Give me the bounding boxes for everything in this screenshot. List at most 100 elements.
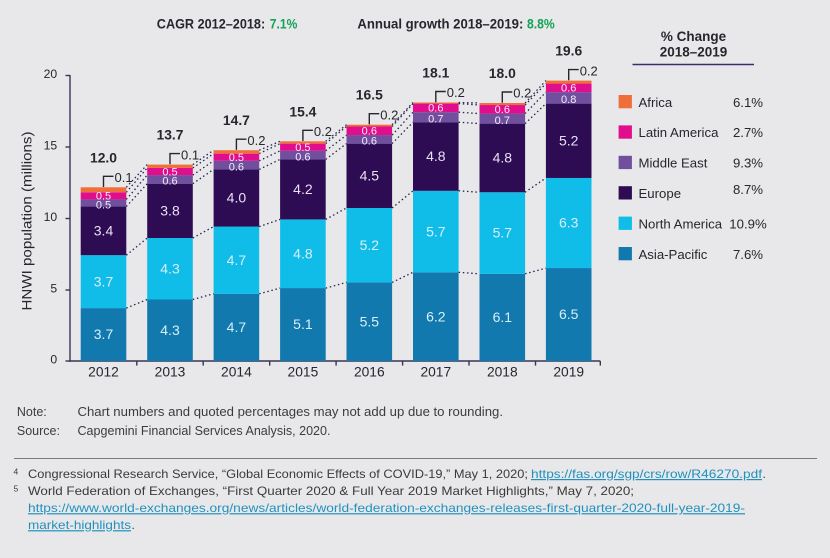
svg-text:0: 0 — [50, 352, 57, 366]
svg-text:0.2: 0.2 — [314, 124, 332, 139]
svg-text:North America: North America — [639, 216, 723, 231]
svg-text:World Federation of Exchanges,: World Federation of Exchanges, “First Qu… — [28, 484, 634, 498]
svg-text:4.8: 4.8 — [293, 245, 313, 261]
svg-text:2018–2019: 2018–2019 — [660, 44, 728, 59]
svg-text:Congressional Research Service: Congressional Research Service, “Global … — [28, 467, 528, 481]
svg-text:2019: 2019 — [553, 365, 584, 380]
svg-text:4.7: 4.7 — [227, 319, 247, 335]
svg-text:% Change: % Change — [661, 29, 727, 44]
svg-text:0.6: 0.6 — [229, 161, 244, 173]
svg-text:15: 15 — [44, 138, 58, 152]
svg-text:0.2: 0.2 — [580, 63, 598, 78]
svg-text:0.6: 0.6 — [561, 83, 576, 95]
svg-text:7.6%: 7.6% — [733, 247, 763, 262]
svg-text:.: . — [132, 518, 135, 532]
svg-text:4.8: 4.8 — [426, 148, 446, 164]
svg-text:6.1: 6.1 — [493, 309, 513, 325]
svg-text:0.6: 0.6 — [162, 176, 177, 188]
svg-text:2012: 2012 — [88, 365, 119, 380]
svg-text:2017: 2017 — [420, 365, 451, 380]
svg-text:3.7: 3.7 — [94, 273, 114, 289]
svg-text:Capgemini Financial Services A: Capgemini Financial Services Analysis, 2… — [78, 424, 331, 438]
svg-text:2.7%: 2.7% — [733, 125, 763, 140]
svg-text:0.2: 0.2 — [513, 86, 531, 101]
svg-text:Annual growth 2018–2019:: Annual growth 2018–2019: — [357, 15, 523, 31]
svg-text:0.5: 0.5 — [162, 166, 177, 178]
svg-text:Middle East: Middle East — [639, 156, 708, 171]
svg-text:5.7: 5.7 — [426, 223, 446, 239]
svg-text:5.2: 5.2 — [360, 237, 380, 253]
svg-text:0.2: 0.2 — [380, 107, 398, 122]
svg-text:0.7: 0.7 — [428, 114, 443, 126]
svg-text:market-highlights: market-highlights — [28, 518, 131, 532]
svg-text:4: 4 — [14, 467, 19, 477]
svg-text:4.0: 4.0 — [227, 190, 247, 206]
svg-text:0.6: 0.6 — [362, 126, 377, 138]
svg-text:4.2: 4.2 — [293, 181, 313, 197]
svg-text:2014: 2014 — [221, 365, 252, 380]
svg-text:Note:: Note: — [17, 405, 47, 419]
svg-text:5.1: 5.1 — [293, 316, 313, 332]
svg-text:7.1%: 7.1% — [270, 15, 298, 31]
svg-text:5.2: 5.2 — [559, 133, 579, 149]
svg-text:4.3: 4.3 — [160, 322, 180, 338]
svg-text:0.5: 0.5 — [295, 142, 310, 154]
svg-text:2018: 2018 — [487, 365, 518, 380]
svg-text:https://www.world-exchanges.or: https://www.world-exchanges.org/news/art… — [28, 501, 745, 515]
svg-text:18.0: 18.0 — [489, 65, 516, 81]
svg-text:4.8: 4.8 — [493, 150, 513, 166]
svg-text:14.7: 14.7 — [223, 112, 250, 128]
svg-text:6.3: 6.3 — [559, 215, 579, 231]
svg-text:.: . — [763, 467, 766, 481]
svg-text:10.9%: 10.9% — [729, 216, 767, 231]
svg-text:8.7%: 8.7% — [733, 182, 763, 197]
svg-text:15.4: 15.4 — [289, 103, 316, 119]
svg-text:0.5: 0.5 — [96, 199, 111, 211]
svg-text:Chart numbers and quoted perce: Chart numbers and quoted percentages may… — [78, 405, 504, 419]
svg-text:0.2: 0.2 — [247, 133, 265, 148]
svg-text:5.5: 5.5 — [360, 313, 380, 329]
svg-text:18.1: 18.1 — [422, 65, 449, 81]
svg-text:13.7: 13.7 — [157, 127, 184, 143]
svg-text:20: 20 — [44, 67, 58, 81]
svg-text:0.6: 0.6 — [495, 104, 510, 116]
svg-text:0.6: 0.6 — [362, 136, 377, 148]
svg-text:0.2: 0.2 — [447, 85, 465, 100]
svg-text:0.6: 0.6 — [295, 151, 310, 163]
svg-text:Africa: Africa — [639, 95, 673, 110]
svg-text:4.5: 4.5 — [360, 168, 380, 184]
svg-text:Europe: Europe — [639, 186, 682, 201]
svg-text:0.5: 0.5 — [229, 152, 244, 164]
svg-text:2016: 2016 — [354, 365, 385, 380]
svg-text:Source:: Source: — [17, 424, 60, 438]
svg-text:3.7: 3.7 — [94, 326, 114, 342]
svg-text:5: 5 — [50, 281, 57, 295]
svg-text:5.7: 5.7 — [493, 225, 513, 241]
svg-text:10: 10 — [44, 210, 58, 224]
svg-text:6.1%: 6.1% — [733, 95, 763, 110]
svg-text:Asia-Pacific: Asia-Pacific — [639, 247, 708, 262]
svg-text:2013: 2013 — [155, 365, 186, 380]
svg-text:2015: 2015 — [288, 365, 319, 380]
svg-text:0.1: 0.1 — [115, 170, 133, 185]
svg-text:4.3: 4.3 — [160, 261, 180, 277]
svg-text:8.8%: 8.8% — [527, 15, 555, 31]
svg-text:0.7: 0.7 — [495, 115, 510, 127]
svg-text:5: 5 — [14, 484, 19, 494]
svg-text:CAGR 2012–2018:: CAGR 2012–2018: — [157, 15, 265, 31]
svg-text:0.5: 0.5 — [96, 191, 111, 203]
svg-text:0.8: 0.8 — [561, 94, 576, 106]
svg-text:HNWI population (millions): HNWI population (millions) — [19, 132, 35, 311]
svg-text:3.8: 3.8 — [160, 203, 180, 219]
svg-text:0.1: 0.1 — [181, 147, 199, 162]
svg-text:https://fas.org/sgp/crs/row/R4: https://fas.org/sgp/crs/row/R46270.pdf — [531, 467, 763, 481]
svg-text:12.0: 12.0 — [90, 149, 117, 165]
svg-text:Latin America: Latin America — [639, 125, 720, 140]
svg-text:16.5: 16.5 — [356, 87, 383, 103]
svg-text:6.2: 6.2 — [426, 308, 446, 324]
svg-text:6.5: 6.5 — [559, 306, 579, 322]
svg-text:4.7: 4.7 — [227, 252, 247, 268]
svg-text:3.4: 3.4 — [94, 223, 114, 239]
svg-text:0.6: 0.6 — [428, 103, 443, 115]
svg-text:9.3%: 9.3% — [733, 156, 763, 171]
